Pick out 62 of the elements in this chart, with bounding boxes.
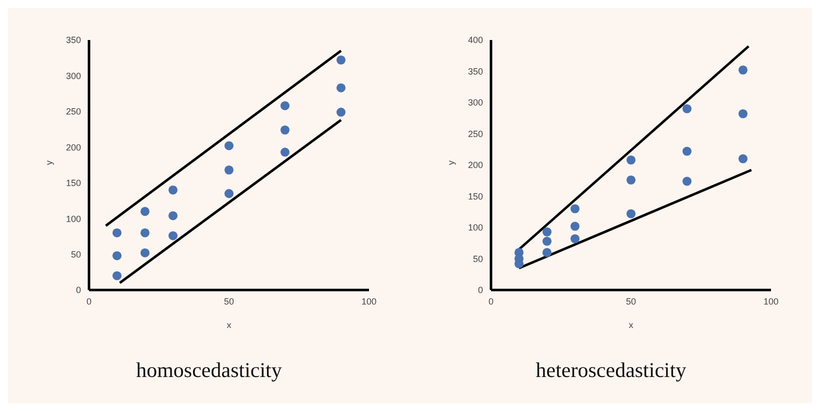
point (570, 234, 580, 244)
point (626, 155, 636, 165)
y-tick-label: 150 (468, 191, 483, 202)
point (168, 231, 178, 240)
x-tick-label: 100 (361, 296, 377, 306)
point (626, 209, 636, 218)
point (336, 55, 346, 65)
point (626, 175, 636, 185)
point (140, 228, 150, 238)
y-tick-label: 0 (478, 285, 483, 296)
y-tick-label: 350 (66, 35, 81, 46)
point (140, 206, 150, 216)
point (738, 154, 748, 164)
point (682, 146, 692, 156)
y-tick-label: 400 (468, 35, 483, 46)
y-tick-label: 200 (468, 160, 483, 170)
point (224, 165, 234, 175)
point (224, 189, 234, 198)
y-tick-label: 200 (66, 142, 81, 152)
y-tick-label: 0 (76, 285, 81, 296)
point (682, 104, 692, 114)
y-tick-label: 300 (468, 98, 483, 108)
point (280, 101, 290, 110)
y-axis-title: y (44, 160, 54, 165)
point (738, 65, 748, 75)
point (542, 236, 552, 246)
x-tick-label: 0 (86, 296, 92, 306)
point (224, 141, 234, 150)
x-tick-label: 100 (763, 296, 779, 306)
y-tick-label: 100 (66, 214, 81, 224)
y-tick-label: 150 (66, 178, 81, 188)
y-tick-label: 250 (468, 128, 483, 139)
point (140, 248, 150, 258)
point (682, 176, 692, 186)
point (168, 211, 178, 220)
point (280, 125, 290, 135)
point (542, 227, 552, 236)
x-axis-title: x (226, 320, 232, 330)
y-tick-label: 250 (66, 106, 81, 117)
point (112, 228, 122, 238)
point (112, 271, 122, 280)
point (280, 148, 290, 157)
x-axis-title: x (628, 320, 634, 330)
x-tick-label: 0 (488, 296, 494, 306)
text: homoscedasticity (136, 358, 282, 383)
x-tick-label: 50 (224, 296, 234, 306)
point (168, 185, 178, 195)
point (570, 204, 580, 214)
y-tick-label: 50 (70, 249, 81, 260)
y-tick-label: 300 (66, 70, 81, 81)
x-tick-label: 50 (626, 296, 636, 306)
y-axis-title: y (446, 160, 456, 165)
point (336, 108, 346, 117)
point (112, 251, 122, 260)
point (738, 109, 748, 118)
point (336, 83, 346, 92)
y-tick-label: 100 (468, 222, 483, 233)
point (542, 248, 552, 258)
y-tick-label: 50 (472, 254, 483, 264)
y-tick-label: 350 (468, 66, 483, 76)
text: heteroscedasticity (536, 358, 686, 383)
point (570, 222, 580, 231)
